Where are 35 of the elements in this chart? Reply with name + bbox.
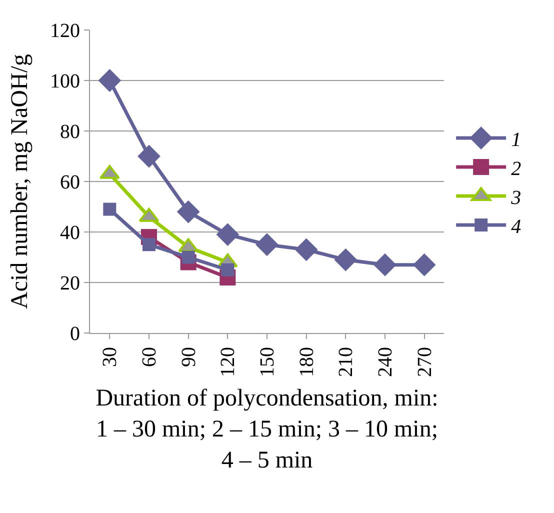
point <box>98 69 121 92</box>
y-tick-label: 20 <box>60 272 80 294</box>
y-tick-label: 0 <box>70 323 80 345</box>
y-tick-label: 100 <box>50 70 80 92</box>
x-tick-label: 180 <box>296 347 318 377</box>
legend-label: 3 <box>510 186 522 209</box>
point <box>374 254 396 276</box>
y-tick-label: 120 <box>50 20 80 42</box>
x-tick-label: 270 <box>414 347 436 377</box>
x-tick-label: 90 <box>178 347 200 367</box>
y-tick-label: 80 <box>60 121 80 143</box>
x-axis-title: Duration of polycondensation, min: 1 – 30 min; 2 – 15 min; 3 – 10 min; 4 – 5 min <box>96 385 438 474</box>
x-tick-label: 210 <box>335 347 358 377</box>
y-axis-title: Acid number, mg NaOH/g <box>7 54 34 309</box>
point <box>216 223 239 246</box>
point <box>221 263 234 276</box>
point <box>182 250 195 264</box>
legend-label: 1 <box>511 128 522 151</box>
legend-label: 4 <box>511 216 522 238</box>
x-tick-label: 120 <box>217 347 240 377</box>
point <box>295 238 318 261</box>
x-tick-label: 60 <box>138 347 160 367</box>
point <box>138 145 160 168</box>
y-tick-label: 60 <box>60 172 80 194</box>
y-tick-label: 40 <box>60 222 80 244</box>
point <box>256 233 278 256</box>
point <box>413 254 436 276</box>
x-tick-label: 30 <box>99 347 122 367</box>
point <box>334 248 357 271</box>
point <box>177 200 200 223</box>
legend-label: 2 <box>511 158 522 180</box>
x-tick-label: 240 <box>374 347 396 377</box>
point <box>103 202 116 216</box>
point <box>142 238 156 252</box>
x-tick-label: 150 <box>256 347 278 377</box>
